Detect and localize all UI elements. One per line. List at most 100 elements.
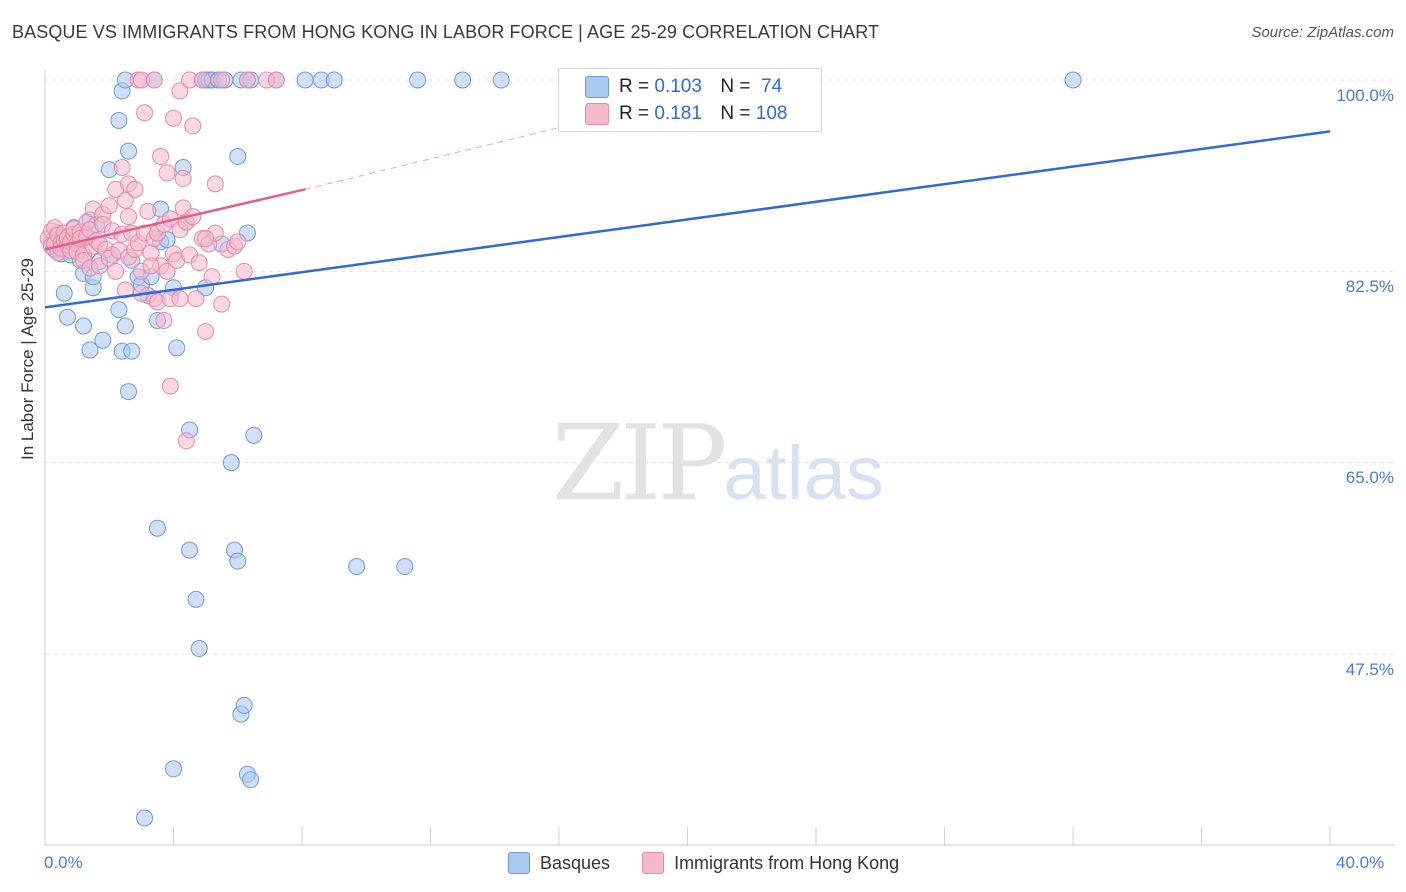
data-point <box>55 284 73 302</box>
legend-r-label: R = <box>619 76 650 97</box>
x-tick-label: 0.0% <box>44 853 83 872</box>
y-tick-label: 65.0% <box>1345 468 1394 487</box>
data-point <box>120 142 138 160</box>
data-point <box>148 519 166 537</box>
legend-n-value: 108 <box>755 103 788 124</box>
data-point <box>229 552 247 570</box>
data-point <box>152 148 170 166</box>
legend-swatch <box>585 103 609 125</box>
legend-item-hong-kong: Immigrants from Hong Kong <box>642 852 899 874</box>
data-point <box>158 164 176 182</box>
source-label: Source: ZipAtlas.com <box>1251 24 1394 41</box>
trend-line-basques <box>44 130 1331 309</box>
legend-n-label: N = <box>720 103 751 124</box>
legend-swatch <box>508 852 530 874</box>
data-point <box>242 771 260 789</box>
x-tick-label: 40.0% <box>1336 853 1385 872</box>
data-point <box>142 257 160 275</box>
y-tick-label: 100.0% <box>1336 86 1394 105</box>
data-point <box>454 71 472 89</box>
data-point <box>193 71 211 89</box>
data-point <box>492 71 510 89</box>
data-point <box>123 342 141 360</box>
legend-item-label: Basques <box>540 852 611 873</box>
data-point <box>136 809 154 827</box>
legend-r-value: 0.181 <box>654 103 702 124</box>
bottom-legend: Basques Immigrants from Hong Kong <box>508 852 931 874</box>
data-point <box>155 312 173 330</box>
legend: R = 0.103 N = 74 R = 0.181 N = 108 <box>558 68 822 132</box>
data-point <box>222 454 240 472</box>
data-point <box>213 71 231 89</box>
data-point <box>203 268 221 286</box>
legend-swatch <box>642 852 665 874</box>
legend-item-label: Immigrants from Hong Kong <box>674 852 900 873</box>
data-point <box>238 71 256 89</box>
data-point <box>120 383 138 401</box>
y-tick-label: 47.5% <box>1345 660 1394 679</box>
data-point <box>75 317 93 335</box>
data-point <box>58 308 76 326</box>
data-point <box>139 202 157 220</box>
data-point <box>168 339 186 357</box>
data-point <box>190 254 208 272</box>
data-point <box>113 158 131 176</box>
data-point <box>171 82 189 100</box>
y-tick-label: 82.5% <box>1345 277 1394 296</box>
data-point <box>1064 71 1082 89</box>
data-point <box>181 541 199 559</box>
data-point <box>235 696 253 714</box>
data-point <box>110 111 128 129</box>
data-point <box>296 71 314 89</box>
data-point <box>187 590 205 608</box>
data-point <box>177 432 195 450</box>
data-point <box>116 317 134 335</box>
data-point <box>348 558 366 576</box>
data-point <box>190 640 208 658</box>
legend-r-value: 0.103 <box>654 76 702 97</box>
data-point <box>184 117 202 135</box>
y-axis-label: In Labor Force | Age 25-29 <box>18 258 37 460</box>
legend-swatch <box>585 76 609 98</box>
data-point <box>325 71 343 89</box>
data-point <box>81 341 99 359</box>
data-point <box>107 262 125 280</box>
data-point <box>145 71 163 89</box>
data-point <box>206 175 224 193</box>
data-point <box>174 169 192 187</box>
data-point <box>116 281 134 299</box>
data-point <box>229 148 247 166</box>
data-point <box>187 290 205 308</box>
legend-row-hong-kong: R = 0.181 N = 108 <box>585 101 787 127</box>
data-point <box>409 71 427 89</box>
data-point <box>116 191 134 209</box>
data-point <box>197 230 215 248</box>
data-point <box>94 331 112 349</box>
data-point <box>110 301 128 319</box>
data-point <box>213 295 231 313</box>
data-point <box>267 71 285 89</box>
data-point <box>171 290 189 308</box>
legend-r-label: R = <box>619 103 650 124</box>
legend-row-basques: R = 0.103 N = 74 <box>585 74 782 100</box>
data-point <box>161 377 179 395</box>
data-point <box>197 322 215 340</box>
data-point <box>100 197 118 215</box>
watermark-atlas: atlas <box>723 431 884 516</box>
trend-line-hong-kong-extension <box>305 123 576 190</box>
legend-item-basques: Basques <box>508 852 610 874</box>
trend-line-hong-kong <box>44 188 306 251</box>
data-point <box>165 760 182 778</box>
legend-n-value: 74 <box>761 76 783 97</box>
data-point <box>165 109 182 127</box>
chart-title: BASQUE VS IMMIGRANTS FROM HONG KONG IN L… <box>12 22 880 42</box>
data-point <box>396 558 414 576</box>
data-point <box>158 262 176 280</box>
data-point <box>136 104 154 122</box>
legend-n-label: N = <box>720 76 751 97</box>
data-point <box>229 233 247 251</box>
data-point <box>126 180 144 198</box>
data-point <box>120 208 138 226</box>
data-point <box>235 262 253 280</box>
